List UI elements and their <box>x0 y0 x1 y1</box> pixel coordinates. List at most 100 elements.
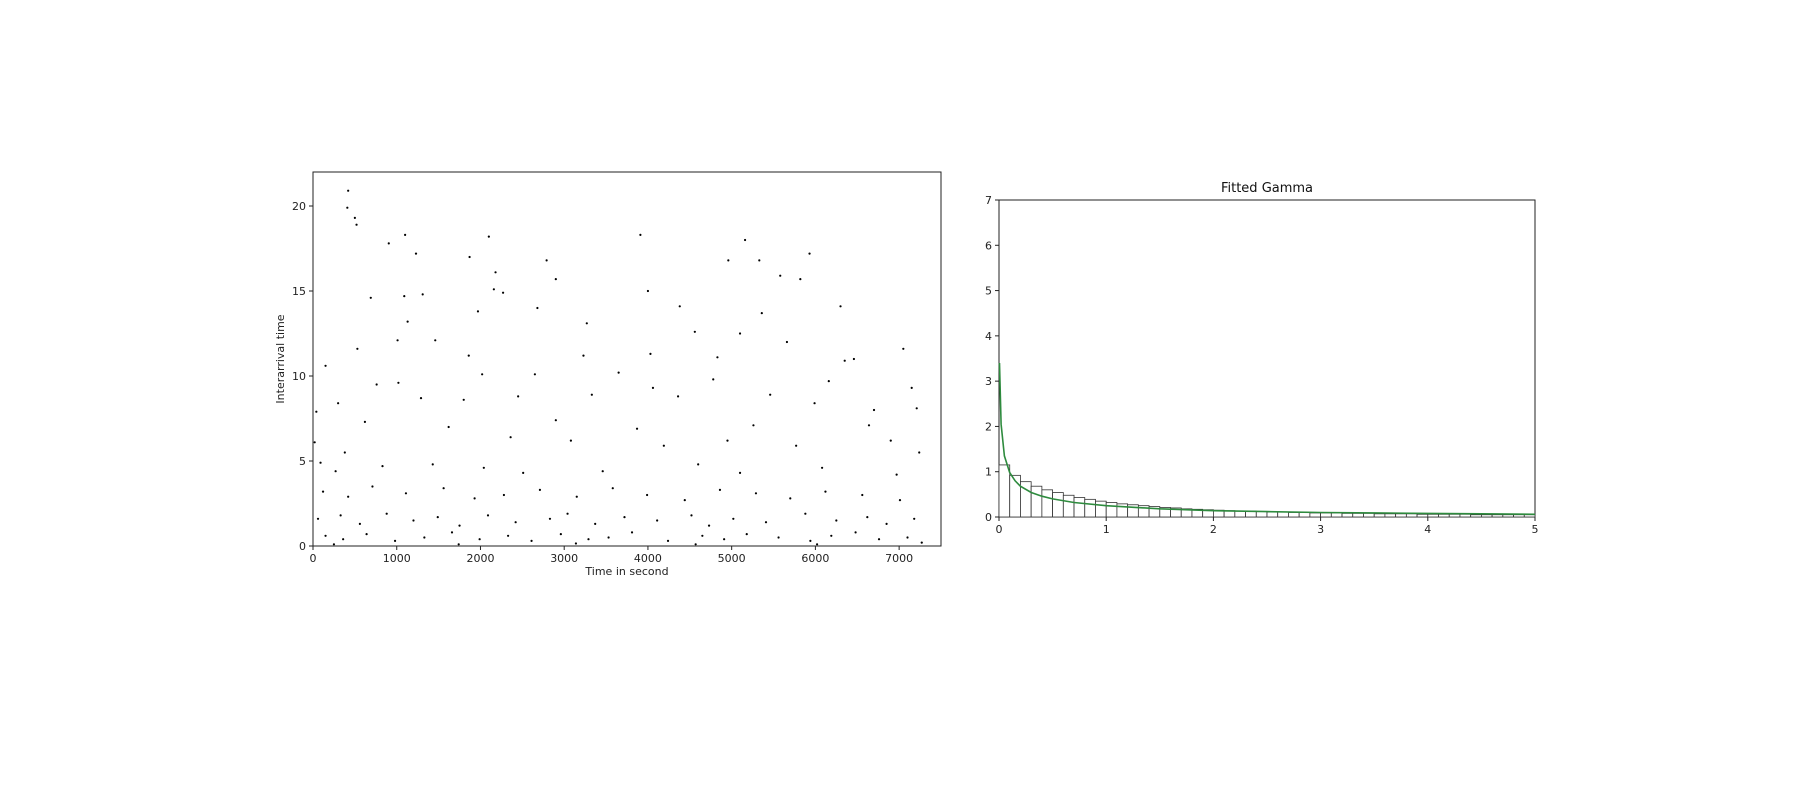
scatter-point <box>501 291 505 294</box>
histogram-bar <box>1502 514 1514 518</box>
scatter-point <box>590 393 593 396</box>
y-tick-label: 15 <box>292 285 306 298</box>
gamma-x-ticks: 0 1 2 3 4 5 <box>996 517 1539 536</box>
y-tick-label: 2 <box>985 420 992 433</box>
scatter-point <box>467 354 470 357</box>
scatter-point <box>419 397 423 400</box>
scatter-chart: 0 1000 2000 3000 4000 5000 6000 7000 0 5 10 15 20 T… <box>274 171 942 578</box>
scatter-point <box>726 439 729 442</box>
histogram-bar <box>1052 492 1064 518</box>
scatter-point <box>486 514 490 517</box>
scatter-point <box>559 533 562 536</box>
scatter-y-ticks: 0 5 10 15 20 <box>292 200 313 553</box>
histogram-bar <box>1255 511 1268 518</box>
histogram-bar <box>1062 494 1075 518</box>
scatter-point <box>481 373 484 376</box>
histogram-bar <box>1384 513 1397 518</box>
histogram-bar <box>1277 511 1289 518</box>
scatter-point <box>799 278 802 281</box>
scatter-point <box>332 543 336 546</box>
scatter-point <box>789 497 792 500</box>
scatter-point <box>918 451 921 454</box>
scatter-point <box>854 531 857 534</box>
scatter-point <box>889 439 892 442</box>
y-tick-label: 20 <box>292 200 306 213</box>
scatter-point <box>745 533 748 536</box>
histogram-bar <box>998 464 1011 518</box>
scatter-point <box>337 402 340 405</box>
scatter-point <box>601 470 604 473</box>
scatter-point <box>473 497 476 500</box>
scatter-point <box>718 488 722 491</box>
scatter-point <box>646 289 650 293</box>
scatter-point <box>569 439 572 442</box>
x-tick-label: 2 <box>1210 523 1217 536</box>
scatter-point <box>676 395 680 398</box>
y-tick-label: 4 <box>985 330 992 343</box>
scatter-point <box>574 542 578 545</box>
scatter-point <box>356 347 359 350</box>
histogram-bar <box>1095 500 1107 518</box>
scatter-point <box>478 538 481 541</box>
scatter-point <box>585 322 588 325</box>
histogram-bar <box>1073 497 1086 518</box>
scatter-point <box>334 470 337 473</box>
y-tick-label: 0 <box>299 540 306 553</box>
scatter-point <box>538 488 542 491</box>
scatter-point <box>414 252 418 255</box>
scatter-point <box>358 522 361 526</box>
scatter-point <box>566 512 569 515</box>
scatter-point <box>423 536 426 539</box>
scatter-point <box>434 339 437 342</box>
y-tick-label: 7 <box>985 194 992 207</box>
scatter-point <box>777 536 780 539</box>
scatter-point <box>920 541 923 544</box>
scatter-point <box>347 495 350 498</box>
scatter-point <box>813 402 816 405</box>
scatter-point <box>785 340 789 344</box>
scatter-point <box>514 521 517 524</box>
scatter-point <box>457 543 460 546</box>
scatter-point <box>363 420 367 423</box>
scatter-point <box>760 312 763 315</box>
scatter-point <box>779 274 782 277</box>
histogram-bar <box>1330 512 1343 518</box>
scatter-point <box>852 357 856 361</box>
scatter-point <box>404 233 407 236</box>
scatter-point <box>346 206 349 209</box>
scatter-point <box>533 373 536 376</box>
scatter-point <box>712 378 715 381</box>
scatter-point <box>319 461 322 464</box>
scatter-point <box>839 305 842 308</box>
scatter-point <box>321 490 325 493</box>
y-tick-label: 0 <box>985 511 992 524</box>
scatter-point <box>723 538 726 541</box>
scatter-point <box>906 536 909 539</box>
histogram-bar <box>1459 513 1472 518</box>
scatter-point <box>815 543 819 546</box>
scatter-point <box>343 451 346 454</box>
x-tick-label: 4000 <box>634 552 662 565</box>
scatter-point <box>442 487 445 490</box>
scatter-point <box>404 492 408 495</box>
scatter-point <box>769 393 772 396</box>
histogram-bar <box>1309 512 1322 518</box>
scatter-point <box>707 524 711 527</box>
x-tick-label: 3 <box>1317 523 1324 536</box>
x-tick-label: 0 <box>310 552 317 565</box>
scatter-point <box>898 499 902 502</box>
scatter-point <box>365 533 368 536</box>
scatter-point <box>623 516 626 519</box>
y-tick-label: 1 <box>985 466 992 479</box>
scatter-point <box>754 492 758 495</box>
histogram-bar <box>1084 498 1096 518</box>
histogram-bar <box>1481 514 1493 518</box>
scatter-point <box>662 444 665 447</box>
histogram-bar <box>1491 514 1504 518</box>
gamma-y-ticks: 0 1 2 3 4 5 6 7 <box>985 194 999 524</box>
scatter-point <box>843 359 846 362</box>
x-tick-label: 3000 <box>550 552 578 565</box>
scatter-point <box>752 424 755 427</box>
scatter-point <box>694 543 697 546</box>
scatter-point <box>458 524 461 527</box>
